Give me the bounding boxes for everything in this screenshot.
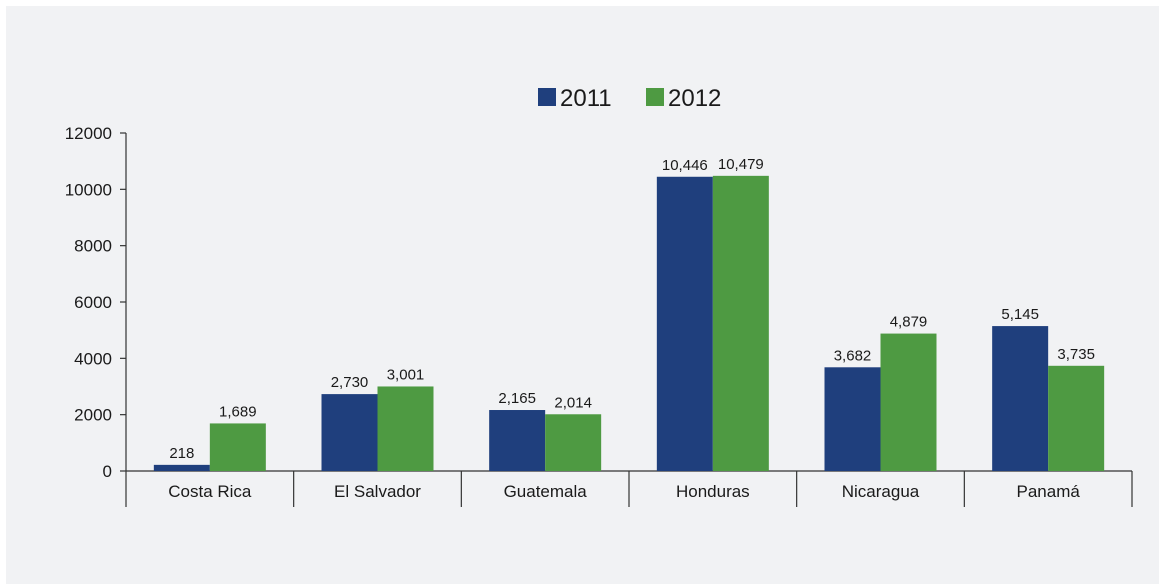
- bar-2012: [880, 333, 937, 471]
- data-label-2012: 4,879: [890, 314, 928, 331]
- legend-swatch-2011: [538, 88, 556, 106]
- bar-2011: [656, 176, 713, 471]
- y-tick-label: 12000: [65, 124, 112, 143]
- data-label-2012: 1,689: [219, 403, 257, 420]
- y-tick-label: 8000: [74, 237, 112, 256]
- y-tick-label: 0: [103, 462, 112, 481]
- legend-label-2012: 2012: [668, 85, 721, 112]
- bar-2011: [992, 326, 1049, 471]
- data-label-2012: 10,479: [718, 156, 764, 173]
- bar-2011: [321, 394, 378, 471]
- data-label-2011: 10,446: [662, 157, 708, 174]
- x-category-label: El Salvador: [334, 482, 421, 501]
- legend-label-2011: 2011: [560, 85, 612, 112]
- bar-2012: [712, 175, 769, 472]
- y-tick-label: 6000: [74, 293, 112, 312]
- legend-swatch-2012: [646, 88, 664, 106]
- y-tick-label: 2000: [74, 406, 112, 425]
- bar-2011: [153, 464, 210, 471]
- bar-2011: [824, 367, 881, 471]
- bar-2012: [545, 414, 602, 471]
- x-category-label: Honduras: [676, 482, 750, 501]
- data-label-2012: 2,014: [554, 394, 592, 411]
- data-label-2012: 3,001: [387, 366, 425, 383]
- data-label-2012: 3,735: [1057, 346, 1095, 363]
- y-tick-label: 10000: [65, 180, 112, 199]
- x-category-label: Nicaragua: [842, 482, 920, 501]
- data-label-2011: 2,165: [498, 390, 536, 407]
- data-label-2011: 218: [169, 445, 194, 462]
- x-category-label: Costa Rica: [168, 482, 252, 501]
- data-label-2011: 2,730: [331, 374, 369, 391]
- y-tick-label: 4000: [74, 349, 112, 368]
- x-category-label: Panamá: [1017, 482, 1081, 501]
- data-label-2011: 3,682: [834, 347, 872, 364]
- bar-2011: [489, 410, 546, 471]
- x-category-label: Guatemala: [504, 482, 588, 501]
- bar-2012: [1048, 365, 1105, 471]
- bar-2012: [377, 386, 434, 471]
- chart-background: [6, 6, 1159, 584]
- bar-2012: [209, 423, 266, 471]
- data-label-2011: 5,145: [1001, 306, 1039, 323]
